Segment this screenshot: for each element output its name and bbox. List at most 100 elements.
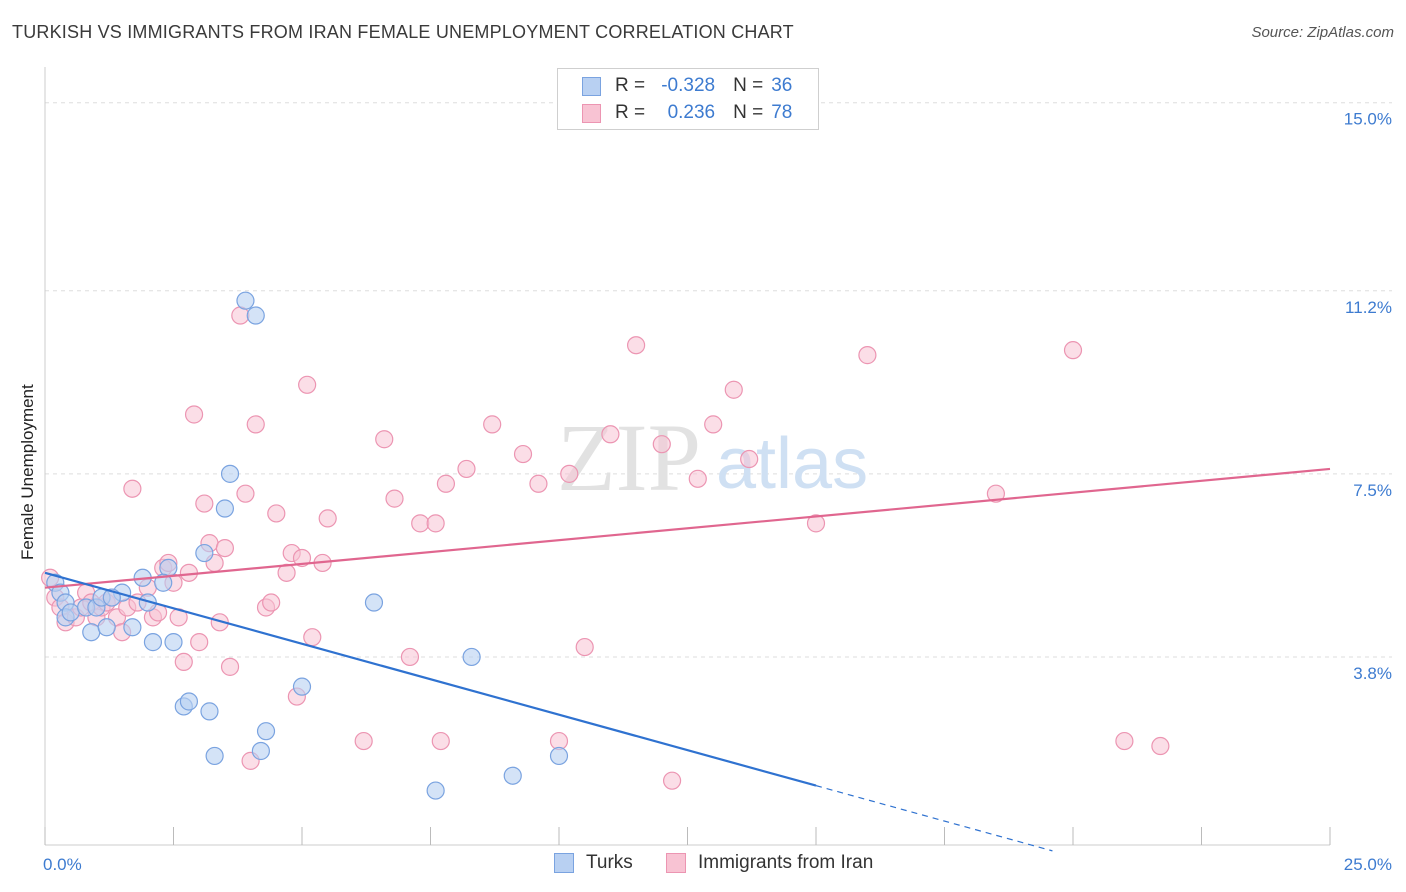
tick-labels: 3.8% 7.5% 11.2% 15.0% 0.0% 25.0% [43, 110, 1392, 874]
turks-point [154, 573, 173, 592]
axes [44, 67, 1331, 846]
turks-point [549, 746, 569, 766]
iran-point [184, 405, 204, 424]
iran-point [724, 380, 743, 399]
turks-swatch [582, 76, 601, 96]
y-axis-label: Female Unemployment [18, 384, 37, 560]
iran-point [529, 474, 548, 493]
turks-point [251, 741, 270, 761]
turks-point [82, 623, 101, 642]
iran-point [215, 538, 234, 558]
n-label: N = [733, 102, 764, 123]
iran-swatch [582, 103, 601, 123]
r-value: -0.328 [661, 75, 716, 96]
iran-point [267, 504, 286, 523]
iran-point [858, 346, 877, 365]
turks-trend-line [44, 571, 817, 787]
chart-title: TURKISH VS IMMIGRANTS FROM IRAN FEMALE U… [12, 22, 794, 42]
iran-point [354, 731, 373, 751]
y-tick-label: 3.8% [1353, 664, 1392, 683]
watermark-zip: ZIP [557, 404, 701, 511]
stats-legend-row-turks: R = -0.328 N = 36 [582, 74, 792, 98]
iran-point [483, 415, 502, 434]
iran-point [688, 469, 707, 488]
iran-point [806, 514, 826, 533]
iran-point [220, 657, 240, 676]
y-tick-label: 7.5% [1353, 481, 1392, 500]
legend-label-turks: Turks [586, 852, 633, 873]
n-value: 78 [771, 102, 793, 123]
x-tick-label: 25.0% [1344, 855, 1392, 874]
watermark-atlas: atlas [716, 424, 868, 504]
x-tick-label: 0.0% [43, 855, 82, 874]
turks-point [97, 618, 116, 637]
iran-series [41, 306, 1170, 790]
stats-legend: R = -0.328 N = 36 R = 0.236 N = 78 [557, 68, 819, 130]
turks-legend-swatch [554, 853, 574, 873]
iran-point [426, 514, 445, 533]
turks-point [200, 702, 219, 721]
turks-point [179, 692, 199, 711]
turks-series [46, 291, 569, 800]
turks-point [364, 593, 384, 612]
turks-point [205, 746, 224, 766]
iran-point [626, 336, 646, 355]
iran-point [740, 449, 759, 469]
n-label: N = [733, 75, 764, 96]
iran-point [652, 435, 671, 454]
iran-point [704, 415, 723, 434]
iran-point [190, 633, 209, 652]
n-value: 36 [771, 75, 793, 96]
y-tick-label: 11.2% [1345, 298, 1392, 317]
turks-point [236, 291, 255, 310]
turks-point [503, 766, 522, 785]
iran-point [436, 474, 456, 493]
turks-trend-extension [815, 785, 1053, 852]
iran-point [385, 489, 404, 508]
turks-point [143, 633, 163, 652]
watermark: ZIP atlas [557, 404, 868, 511]
legend-item-turks[interactable]: Turks [554, 852, 633, 874]
turks-point [292, 677, 312, 696]
turks-point [123, 618, 142, 637]
iran-point [298, 375, 317, 394]
iran-trend-line [44, 467, 1331, 589]
iran-point [236, 484, 255, 503]
turks-point [256, 722, 276, 741]
iran-point [1063, 341, 1083, 360]
iran-point [123, 479, 142, 498]
turks-point [195, 543, 214, 563]
iran-point [513, 444, 533, 464]
legend-item-iran[interactable]: Immigrants from Iran [666, 852, 873, 874]
iran-point [262, 593, 281, 612]
r-label: R = [615, 75, 646, 96]
iran-point [560, 464, 579, 483]
iran-point [457, 459, 476, 479]
iran-point [575, 637, 594, 657]
iran-point [246, 415, 265, 434]
turks-point [215, 499, 234, 518]
iran-point [662, 771, 682, 790]
iran-point [174, 652, 193, 672]
trend-lines [44, 467, 1331, 852]
iran-point [431, 731, 450, 751]
iran-point [411, 514, 430, 533]
r-value: 0.236 [667, 102, 716, 123]
iran-point [318, 509, 337, 528]
iran-point [1115, 731, 1134, 751]
iran-point [1151, 736, 1170, 756]
iran-point [292, 548, 312, 568]
iran-point [195, 494, 214, 513]
source-label: Source: ZipAtlas.com [1251, 24, 1394, 41]
turks-point [61, 603, 80, 622]
iran-legend-swatch [666, 853, 686, 873]
turks-point [164, 633, 183, 652]
turks-point [426, 781, 445, 800]
iran-point [601, 425, 620, 444]
iran-point [375, 430, 394, 449]
series-legend: Turks Immigrants from Iran [0, 852, 1406, 878]
turks-point [246, 306, 265, 325]
turks-point [462, 647, 481, 667]
iran-point [400, 647, 420, 667]
